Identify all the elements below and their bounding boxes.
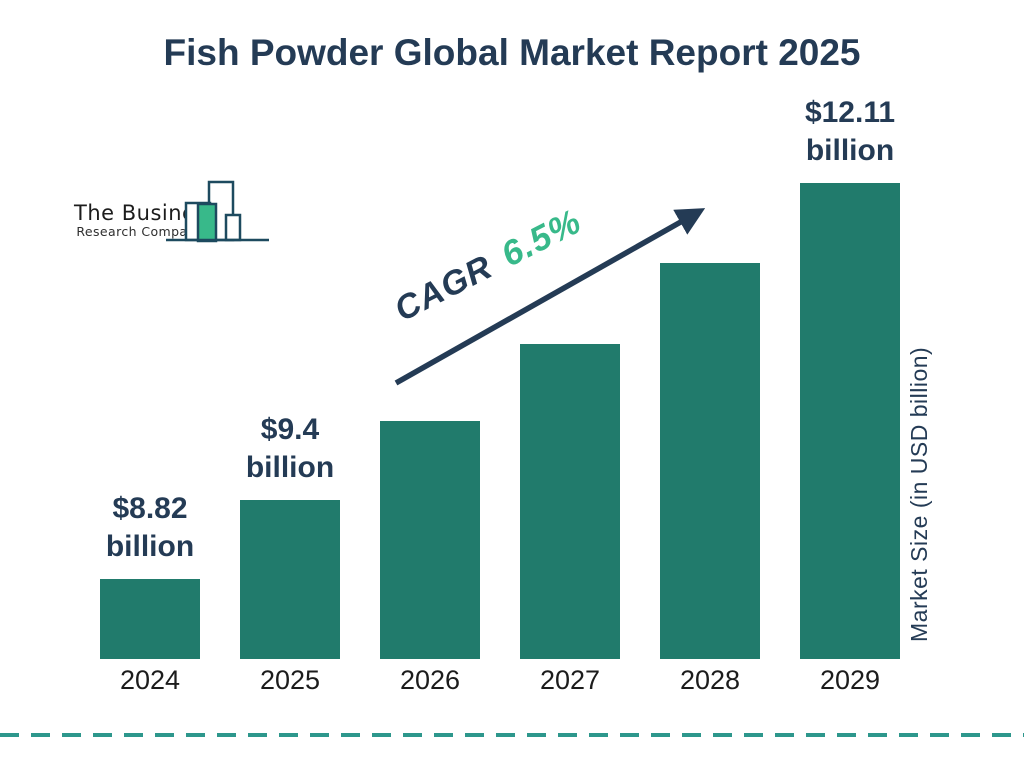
bottom-dashed-divider [0,733,1024,737]
y-axis-label: Market Size (in USD billion) [906,346,932,642]
x-tick-2026: 2026 [399,665,461,695]
bar-2024 [100,579,200,659]
bar-2027 [520,344,620,659]
value-label-2029-line1: $12.11 [804,96,896,129]
logo-company-subtitle: Research Company [76,224,204,239]
bar-2029 [800,183,900,659]
value-label-2025-line1: $9.4 [260,413,320,446]
x-tick-2025: 2025 [259,665,321,695]
value-label-2024-line1: $8.82 [112,492,188,525]
value-label-2029-line2: billion [805,134,895,167]
cagr-annotation: CAGR6.5% [388,201,592,337]
cagr-label: CAGR [388,247,499,329]
x-tick-2028: 2028 [679,665,741,695]
bar-2026 [380,421,480,659]
value-label-2024-line2: billion [105,530,195,563]
company-logo: The Business Research Company [74,176,284,248]
x-tick-2027: 2027 [539,665,601,695]
bar-2028 [660,263,760,659]
value-label-2025: $9.4 billion [210,411,370,487]
page-title: Fish Powder Global Market Report 2025 [163,32,861,73]
x-tick-2029: 2029 [819,665,881,695]
x-tick-2024: 2024 [119,665,181,695]
value-label-2025-line2: billion [245,451,335,484]
value-label-2029: $12.11 billion [770,94,930,170]
logo-company-name: The Business [74,201,219,225]
logo-bar-chart-icon [166,180,269,243]
bar-2025 [240,500,340,659]
logo-text: The Business Research Company [74,201,219,239]
cagr-value: 6.5% [495,201,588,275]
value-label-2024: $8.82 billion [70,490,230,566]
